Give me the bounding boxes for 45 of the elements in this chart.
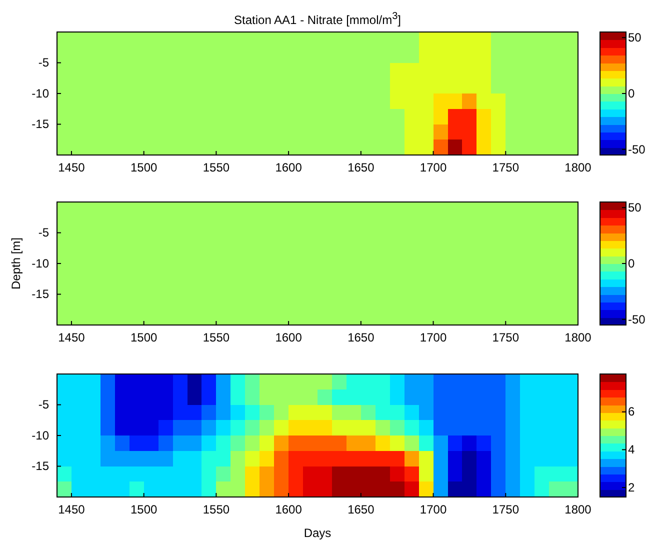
x-tick-label: 1550 [202, 330, 230, 345]
x-tick-label: 1450 [58, 330, 86, 345]
x-tick-label: 1450 [58, 502, 86, 517]
x-tick-label: 1700 [420, 330, 447, 345]
x-tick-label: 1550 [202, 160, 230, 175]
color-bar-label: 50 [628, 30, 642, 44]
color-bar-label: 6 [628, 404, 635, 419]
y-tick-label: -10 [32, 428, 50, 442]
x-tick-label: 1800 [564, 330, 592, 345]
x-axis-title: Days [304, 526, 332, 540]
y-tick-label: -10 [32, 86, 50, 100]
y-tick-label: -15 [32, 287, 50, 302]
x-tick-label: 1650 [348, 330, 375, 345]
x-tick-label: 1750 [492, 330, 520, 345]
y-tick-label: -5 [38, 56, 50, 70]
y-tick-label: -15 [32, 459, 50, 474]
x-tick-label: 1450 [58, 160, 86, 175]
x-tick-label: 1550 [202, 502, 230, 517]
color-bar-label: 4 [628, 442, 635, 457]
y-axis-title: Depth [m] [9, 237, 23, 290]
color-bar-label: 50 [628, 200, 642, 214]
color-bar-label: -50 [628, 142, 646, 156]
x-tick-label: 1700 [420, 160, 447, 175]
x-tick-label: 1600 [275, 330, 302, 345]
x-tick-label: 1500 [130, 502, 158, 517]
x-tick-label: 1800 [564, 502, 592, 517]
x-tick-label: 1500 [130, 330, 158, 345]
x-tick-label: 1650 [348, 502, 375, 517]
x-tick-label: 1600 [275, 502, 302, 517]
x-tick-label: 1800 [564, 160, 592, 175]
x-tick-label: 1600 [275, 160, 302, 175]
color-bar-label: -50 [628, 312, 646, 326]
color-bar-label: 0 [628, 256, 635, 270]
y-tick-label: -15 [32, 117, 50, 132]
y-tick-label: -5 [38, 226, 50, 240]
x-tick-label: 1500 [130, 160, 158, 175]
color-bar-label: 2 [628, 480, 635, 494]
color-bar-label: 0 [628, 86, 635, 100]
y-tick-label: -10 [32, 256, 50, 270]
chart-title: Station AA1 - Nitrate [mmol/m$^{3}$] [234, 10, 401, 27]
x-tick-label: 1650 [348, 160, 375, 175]
y-tick-label: -5 [38, 398, 50, 412]
x-tick-label: 1750 [492, 160, 520, 175]
x-tick-label: 1700 [420, 502, 447, 517]
x-tick-label: 1750 [492, 502, 520, 517]
